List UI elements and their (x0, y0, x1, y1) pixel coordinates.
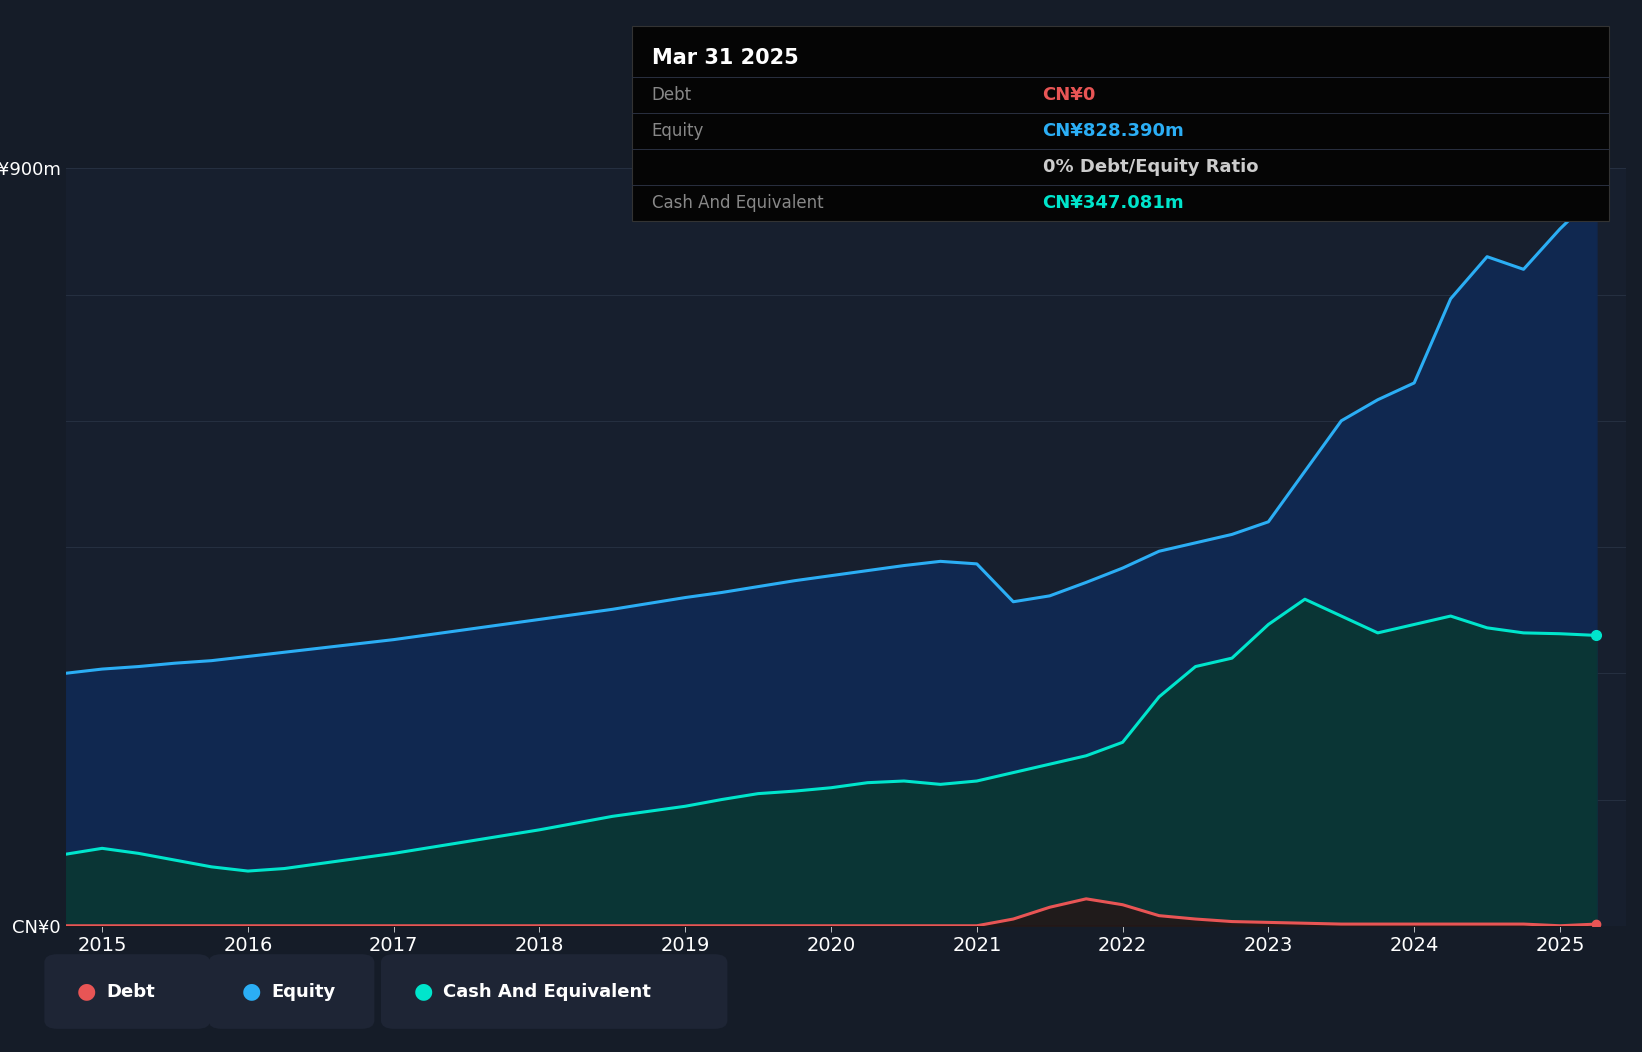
Text: 0% Debt/Equity Ratio: 0% Debt/Equity Ratio (1043, 158, 1258, 176)
Text: CN¥0: CN¥0 (1043, 86, 1095, 104)
Text: CN¥347.081m: CN¥347.081m (1043, 194, 1184, 211)
Text: Cash And Equivalent: Cash And Equivalent (652, 194, 824, 211)
Text: ●: ● (77, 982, 97, 1002)
Text: ●: ● (414, 982, 433, 1002)
Text: CN¥828.390m: CN¥828.390m (1043, 122, 1184, 140)
Text: Debt: Debt (107, 983, 156, 1000)
Text: Equity: Equity (652, 122, 704, 140)
Text: ●: ● (241, 982, 261, 1002)
Text: Mar 31 2025: Mar 31 2025 (652, 47, 798, 68)
Text: Debt: Debt (652, 86, 691, 104)
Text: Cash And Equivalent: Cash And Equivalent (443, 983, 652, 1000)
Text: Equity: Equity (271, 983, 335, 1000)
